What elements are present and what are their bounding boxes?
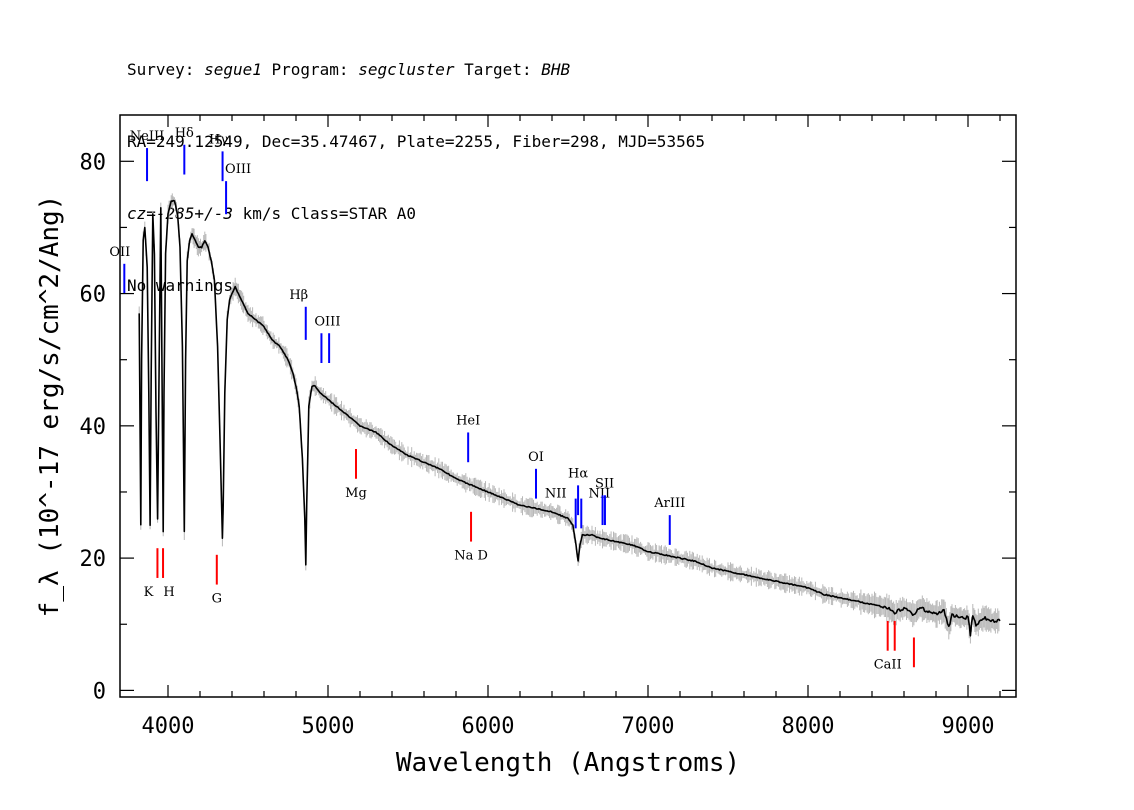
y-tick-label: 60: [80, 283, 107, 308]
line-marker-label: Hδ: [175, 126, 194, 141]
line-marker-label: HeI: [456, 413, 480, 428]
spectrum-header: Survey: segue1 Program: segcluster Targe…: [127, 10, 705, 322]
line-marker-label: G: [212, 592, 222, 607]
survey-label: Survey:: [127, 60, 205, 79]
program-value: segcluster: [358, 60, 455, 79]
line-marker-label: OI: [528, 450, 544, 465]
y-tick-label: 40: [80, 415, 107, 440]
y-axis-label: f_λ (10^-17 erg/s/cm^2/Ang): [35, 195, 65, 618]
line-marker-label: ArIII: [653, 496, 685, 511]
y-tick-label: 0: [93, 679, 106, 704]
x-tick-label: 4000: [142, 714, 195, 739]
line-marker-label: H: [163, 585, 174, 600]
line-marker-label: Hγ: [209, 132, 228, 147]
program-label: Program:: [261, 60, 359, 79]
error-band-layer: [138, 193, 1000, 644]
line-marker-label: OIII: [225, 162, 251, 177]
header-line-warnings: No warnings.: [127, 276, 243, 295]
line-marker-label: K: [144, 585, 154, 600]
header-line-coordinates: RA=249.12549, Dec=35.47467, Plate=2255, …: [127, 132, 705, 151]
x-tick-label: 6000: [462, 714, 515, 739]
spectrum-error-band: [138, 193, 1000, 644]
survey-value: segue1: [204, 60, 262, 79]
line-marker-label: CaII: [874, 658, 902, 673]
x-tick-label: 5000: [302, 714, 355, 739]
y-tick-label: 80: [80, 150, 107, 175]
x-axis-label: Wavelength (Angstroms): [396, 748, 740, 778]
header-line-survey: Survey: segue1 Program: segcluster Targe…: [127, 58, 705, 82]
target-value: BHB: [541, 60, 571, 79]
line-marker-label: SII: [595, 476, 614, 491]
axes-layer: 4000 5000 6000 7000 8000 9000 0 20 40 60 80: [80, 115, 1016, 739]
x-tick-label: 8000: [782, 714, 835, 739]
spectrum-layer: [138, 199, 1001, 637]
class-text: km/s Class=STAR A0: [232, 204, 416, 223]
line-marker-label: Na D: [454, 549, 488, 564]
plot-frame: [119, 114, 1017, 698]
x-tick-label: 7000: [622, 714, 675, 739]
line-marker-label: Hα: [568, 466, 588, 481]
line-marker-label: Mg: [345, 486, 367, 501]
spectrum-line: [138, 199, 1001, 637]
target-label: Target:: [454, 60, 542, 79]
line-marker-label: NII: [545, 487, 567, 502]
y-tick-label: 20: [80, 547, 107, 572]
line-marker-label: OIII: [314, 314, 340, 329]
x-tick-label: 9000: [942, 714, 995, 739]
line-marker-label: Hβ: [289, 288, 308, 303]
line-marker-label: NeIII: [130, 129, 164, 144]
